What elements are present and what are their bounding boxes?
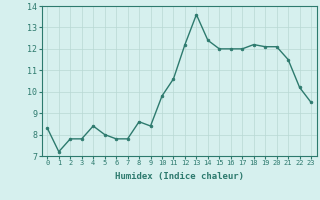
X-axis label: Humidex (Indice chaleur): Humidex (Indice chaleur) [115,172,244,181]
